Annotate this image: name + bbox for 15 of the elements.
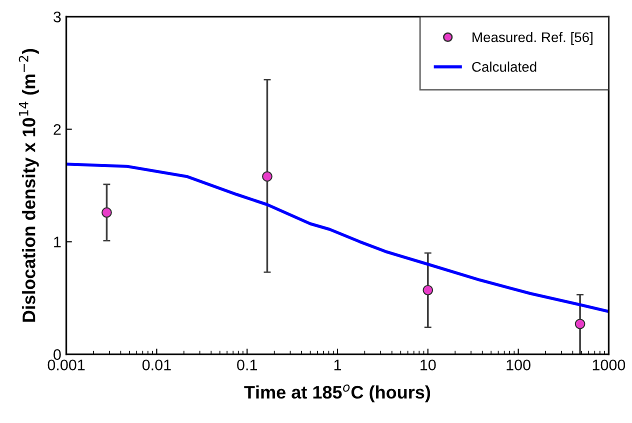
- x-tick-label: 0.1: [237, 360, 257, 370]
- legend-label: Calculated: [472, 62, 536, 72]
- x-tick-label: 0.001: [48, 360, 85, 370]
- y-axis-title: Dislocation density x 10$^{14}$ (m$^{−2}$): [18, 49, 39, 322]
- y-tick-label: 3: [54, 12, 61, 22]
- x-tick-label: 1: [334, 360, 342, 370]
- y-tick-label: 1: [54, 236, 61, 248]
- x-tick-label: 10: [420, 360, 436, 370]
- y-tick-label: 2: [54, 124, 61, 135]
- y-tick-label: 0: [54, 349, 61, 360]
- x-tick-label: 1000: [592, 360, 626, 370]
- x-tick-label: 0.01: [142, 360, 171, 370]
- x-axis-title: Time at 185$^{o}$C (hours): [244, 384, 430, 402]
- legend-label: Measured. Ref. [56]: [472, 32, 592, 45]
- x-tick-label: 100: [506, 360, 530, 370]
